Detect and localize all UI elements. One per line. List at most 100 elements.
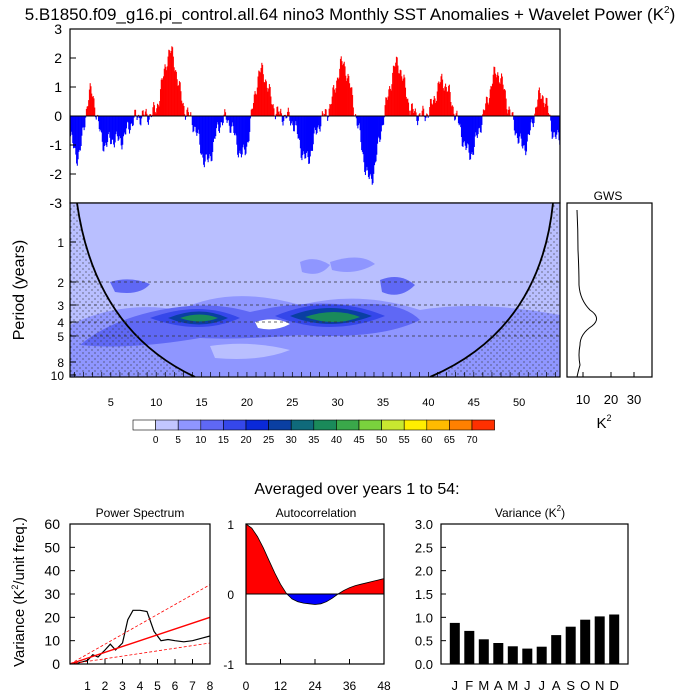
wavelet-y-tick-label: 3 xyxy=(57,299,64,313)
anomaly-bar xyxy=(391,84,393,116)
wavelet-x-tick-label: 30 xyxy=(332,397,344,409)
anomaly-bar xyxy=(295,116,297,122)
power-spectrum-y-tick-label: 60 xyxy=(44,516,60,532)
anomaly-bar xyxy=(504,89,506,116)
anomaly-bar xyxy=(159,101,161,116)
anomaly-bar xyxy=(287,111,289,116)
anomaly-bar xyxy=(470,116,472,160)
anomaly-bar xyxy=(246,116,248,147)
anomaly-bar xyxy=(365,116,367,171)
anomaly-bar xyxy=(78,116,80,152)
colorbar-label: 25 xyxy=(263,435,275,446)
anomaly-bar xyxy=(212,116,214,152)
anomaly-bar xyxy=(501,76,503,116)
anomaly-bar xyxy=(82,116,84,128)
variance-x-tick-label: O xyxy=(580,678,590,693)
anomaly-bar xyxy=(253,94,255,116)
anomaly-bar xyxy=(474,116,476,137)
anomaly-bar xyxy=(525,116,527,156)
anomaly-bar xyxy=(349,88,351,116)
power-spectrum-y-tick-label: 20 xyxy=(44,609,60,625)
anomaly-bar xyxy=(374,116,376,163)
anomaly-bar xyxy=(460,116,462,128)
anomaly-bar xyxy=(79,116,81,151)
anomaly-y-tick-label: 1 xyxy=(54,79,62,95)
colorbar-swatch xyxy=(177,419,202,431)
anomaly-bar xyxy=(259,71,261,116)
anomaly-bar xyxy=(128,116,130,130)
anomaly-bar xyxy=(551,116,553,139)
anomaly-bar xyxy=(200,116,202,155)
anomaly-bar xyxy=(469,116,471,160)
wavelet-x-tick-label: 40 xyxy=(422,397,434,409)
anomaly-bar xyxy=(157,104,159,116)
anomaly-bar xyxy=(209,116,211,157)
anomaly-bar xyxy=(531,116,533,120)
anomaly-bar xyxy=(390,90,392,116)
anomaly-bar xyxy=(407,98,409,116)
anomaly-bar xyxy=(279,111,281,116)
anomaly-bar xyxy=(305,116,307,153)
anomaly-bar xyxy=(101,116,103,133)
anomaly-bar xyxy=(342,63,345,116)
autocorrelation-x-tick-label: 0 xyxy=(243,679,250,693)
anomaly-bar xyxy=(532,116,534,124)
colorbar-swatch xyxy=(426,419,450,431)
anomaly-bar xyxy=(119,116,121,139)
red-noise-line xyxy=(69,616,211,665)
anomaly-bar xyxy=(485,96,487,116)
anomaly-bar xyxy=(107,116,109,143)
anomaly-bar xyxy=(209,116,211,155)
anomaly-bar xyxy=(178,81,180,116)
anomaly-bar xyxy=(335,88,337,116)
anomaly-bar xyxy=(344,66,346,116)
anomaly-bar xyxy=(164,64,166,116)
anomaly-bar xyxy=(406,99,408,116)
anomaly-bar xyxy=(104,116,106,146)
anomaly-bar xyxy=(211,116,213,161)
autocorrelation-x-tick-label: 12 xyxy=(274,679,288,693)
anomaly-bar xyxy=(389,88,391,116)
anomaly-bar xyxy=(110,116,112,145)
power-spectrum-y-tick-label: 10 xyxy=(44,633,60,649)
peak-1-core xyxy=(180,314,218,322)
anomaly-bar xyxy=(302,116,304,152)
anomaly-bar xyxy=(402,78,404,116)
anomaly-bar xyxy=(386,97,388,116)
anomaly-bar xyxy=(234,116,236,136)
anomaly-bar xyxy=(171,46,173,116)
anomaly-panel: -3 -2 -1 0 1 2 3 xyxy=(50,21,561,211)
anomaly-bar xyxy=(388,89,390,116)
power-region-upper xyxy=(110,279,150,293)
anomaly-bar xyxy=(235,116,237,136)
anomaly-bar xyxy=(453,113,455,116)
anomaly-bar xyxy=(359,116,361,131)
anomaly-bar xyxy=(473,116,475,155)
wavelet-frame xyxy=(69,202,561,378)
variance-x-tick-label: S xyxy=(566,678,575,693)
anomaly-bar xyxy=(532,116,534,128)
anomaly-bar xyxy=(125,116,128,129)
power-spectrum-x-tick-label: 8 xyxy=(207,679,214,693)
anomaly-bar xyxy=(270,96,272,116)
anomaly-bar xyxy=(491,86,493,116)
anomaly-bar xyxy=(77,116,79,160)
anomaly-bar xyxy=(541,95,543,116)
anomaly-bar xyxy=(113,116,115,148)
anomaly-bar xyxy=(513,116,515,131)
anomaly-bar xyxy=(98,116,100,130)
anomaly-bar xyxy=(318,116,320,130)
power-spectrum-x-tick-label: 6 xyxy=(172,679,179,693)
anomaly-bar xyxy=(324,114,326,116)
anomaly-bar xyxy=(404,87,407,116)
anomaly-bar xyxy=(377,116,379,137)
anomaly-y-axis: -3 -2 -1 0 1 2 3 xyxy=(50,21,76,211)
anomaly-bar xyxy=(492,74,494,116)
anomaly-bar xyxy=(156,108,158,116)
anomaly-bar xyxy=(177,85,179,116)
anomaly-bar xyxy=(263,82,265,116)
anomaly-bar xyxy=(169,53,171,116)
anomaly-bar xyxy=(296,116,298,135)
